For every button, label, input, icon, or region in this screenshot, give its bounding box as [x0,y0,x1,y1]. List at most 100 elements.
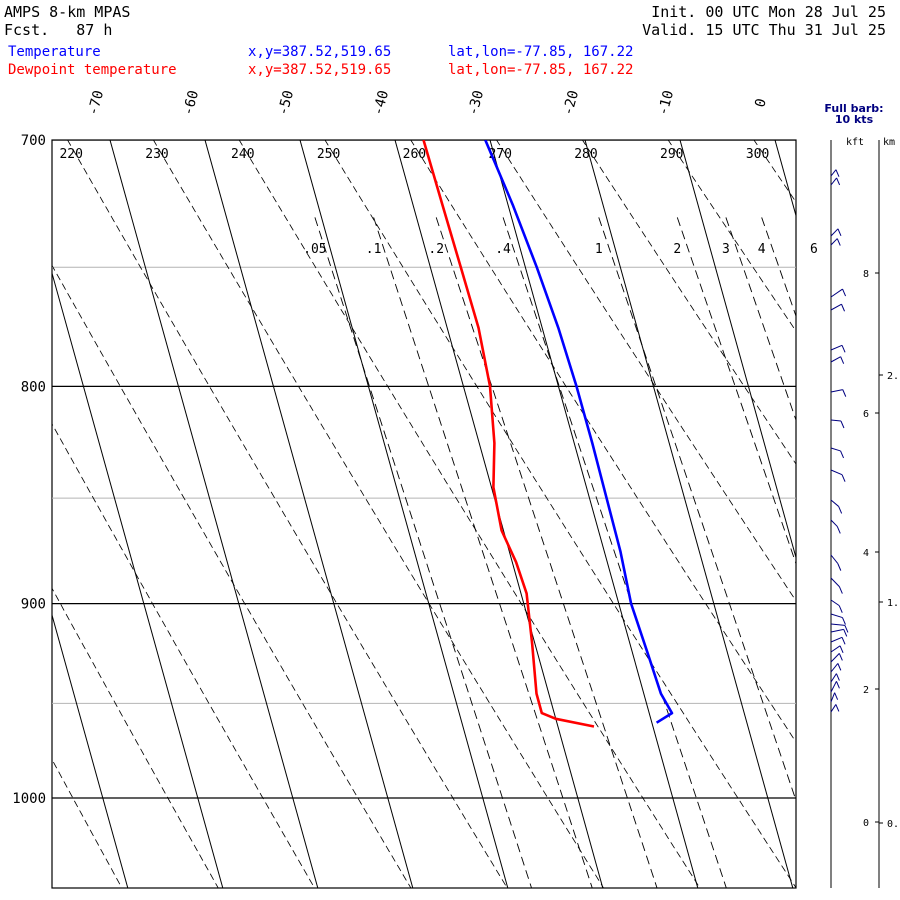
wind-barb-feather [840,420,845,429]
isotherm [774,140,796,218]
wind-barb-feather [836,177,841,186]
isotherm [52,271,224,888]
km-tick-label: 1. [887,598,899,609]
wind-barb-feather [838,605,843,613]
kft-tick-label: 6 [863,409,869,420]
isotherm [679,140,796,560]
temperature-tick-label: -20 [560,89,582,118]
wind-barb [830,645,841,653]
dry-adiabat-label: 220 [59,147,82,162]
legend-temperature-name: Temperature [8,44,101,60]
wind-barb [830,613,843,619]
legend-dewpoint-xy: x,y=387.52,519.65 [248,62,392,78]
wind-barb [830,704,837,713]
legend-dewpoint-name: Dewpoint temperature [8,62,177,78]
kft-tick-label: 0 [863,818,869,829]
isotherm [204,140,414,888]
wind-barb [830,692,836,703]
dry-adiabat [238,140,701,888]
mixing-ratio-label: 1 [595,242,603,257]
wind-barb-feather [840,450,845,459]
pressure-tick-label: 1000 [12,791,46,807]
wind-barb [830,288,843,298]
mixing-ratio-line [725,217,796,422]
header-left: AMPS 8-km MPAS Fcst. 87 h [4,3,130,39]
dry-adiabat-label: 250 [317,147,340,162]
pressure-tick-label: 800 [21,379,46,395]
mixing-ratio-label: 2 [673,242,681,257]
wind-barb-feather [835,169,840,177]
dry-adiabat [753,140,796,203]
wind-barb-feather [838,506,843,514]
temperature-tick-label: -70 [85,89,107,118]
profile-layer [422,140,674,728]
dry-adiabat [410,140,796,743]
wind-barb [830,303,842,311]
dry-adiabat-label: 280 [574,147,597,162]
wind-barb [830,356,841,363]
wind-barb-feather [842,288,847,297]
dry-adiabat [152,140,605,888]
init-label: Init. [651,3,697,21]
mixing-ratio-line [314,217,533,888]
wind-barb-feather [835,681,840,689]
wind-barb [830,577,840,587]
isotherm [489,140,699,888]
mixing-ratio-line [373,217,593,888]
kft-tick-label: 4 [863,548,869,559]
valid-time: 15 UTC Thu 31 Jul 25 [705,21,886,39]
wind-barb [830,554,839,564]
wind-barb-feather [834,692,839,700]
mixing-ratio-label: .4 [495,242,511,257]
km-tick-label: 0. [887,819,899,830]
mixing-ratio-line [676,217,796,565]
wind-barb-feather [835,673,840,681]
wind-barb [830,469,843,476]
kft-axis-title: kft [846,137,864,148]
wind-barb-feather [837,663,842,671]
kft-tick-label: 2 [863,685,869,696]
wind-barb-feather [841,637,846,645]
pressure-tick-label: 900 [21,597,46,613]
wind-barb [830,599,840,607]
legend-temperature-latlon: lat,lon=-77.85, 167.22 [448,44,634,60]
dry-adiabat [0,130,31,898]
wind-barb-feather [838,586,843,594]
isotherm [0,120,38,900]
wind-barb-feather [842,617,846,625]
temperature-tick-label: -40 [370,89,392,118]
legend: Temperature x,y=387.52,519.65 lat,lon=-7… [8,43,633,79]
valid-label: Valid. [642,21,697,39]
dry-adiabat-label: 290 [660,147,683,162]
isotherm [299,140,509,888]
wind-barb [830,419,841,422]
wind-barb-feather [835,704,840,712]
dry-adiabat [52,758,123,888]
legend-dewpoint: Dewpoint temperature x,y=387.52,519.65 l… [8,61,633,79]
wind-barb [830,636,843,643]
legend-temperature-xy: x,y=387.52,519.65 [248,44,392,60]
legend-temperature: Temperature x,y=387.52,519.65 lat,lon=-7… [8,43,633,61]
wind-barb-feather [840,356,845,364]
isotherm [864,120,900,900]
km-axis-title: km [883,137,895,148]
wind-barb-feather [841,304,845,312]
kft-tick-label: 8 [863,269,869,280]
wind-barb-feather [844,625,849,633]
wind-barb-note-line2: 10 kts [834,113,874,126]
isotherm [109,140,319,888]
mixing-ratio-label: .1 [366,242,382,257]
mixing-ratio-line [435,217,658,888]
dry-adiabat [52,264,412,888]
mixing-ratio-line [883,217,900,898]
dry-adiabat [52,587,219,888]
init-time: 00 UTC Mon 28 Jul 25 [705,3,886,21]
dry-adiabat [52,423,315,888]
wind-barb-feather [838,653,843,661]
isotherm [584,140,794,888]
wind-barb [830,389,843,393]
wind-barb-feather [839,645,844,653]
profile-temperature [484,140,674,724]
wind-barb [830,653,840,663]
mixing-ratio-line [598,217,796,802]
